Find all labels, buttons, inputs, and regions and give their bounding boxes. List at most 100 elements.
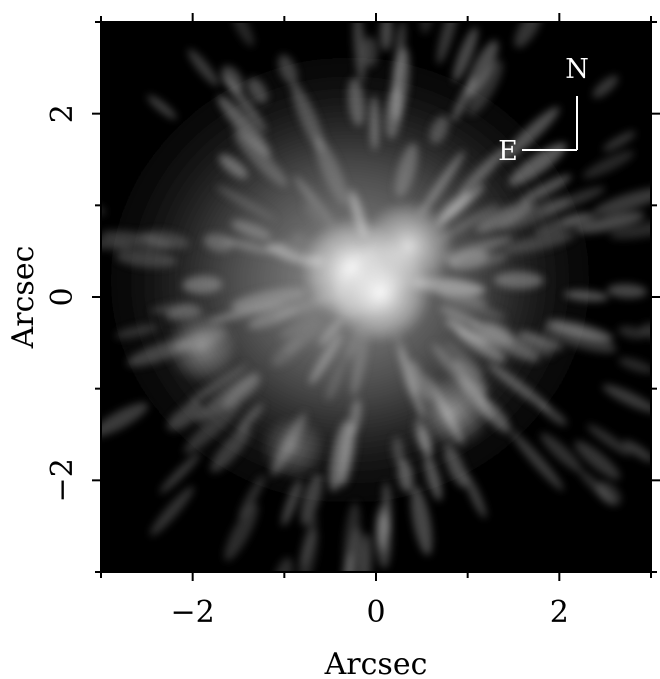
speckle-streak (187, 364, 248, 406)
x-tick-label: 2 (550, 595, 569, 630)
speckle-streak (452, 27, 478, 82)
speckle-streak (533, 212, 597, 236)
speckle-streak (587, 424, 632, 456)
speckle-streak (392, 436, 405, 466)
speckle-streak (466, 40, 499, 97)
compass-north-label: N (565, 54, 589, 85)
speckle-streak (347, 78, 365, 127)
speckle-streak (329, 420, 352, 492)
speckle-streak (602, 384, 651, 413)
speckle-streak (231, 220, 272, 240)
speckle-streak (149, 302, 195, 314)
speckle-streak (444, 444, 468, 488)
speckle-streak (510, 431, 564, 491)
speckle-streak (283, 320, 324, 354)
speckle-streak (617, 326, 647, 339)
speckle-streak (440, 306, 483, 328)
y-tick-label: −2 (45, 458, 80, 502)
speckle-streak (391, 47, 410, 122)
y-axis-label: Arcsec (6, 246, 41, 350)
speckle-streak (499, 197, 571, 231)
speckle-streak (299, 514, 318, 569)
x-axis-label: Arcsec (324, 647, 428, 679)
speckle-streak (230, 288, 308, 311)
speckle-streak (101, 235, 133, 251)
speckle-streak (238, 475, 265, 519)
speckle-streak (382, 481, 392, 536)
speckle-streak (147, 95, 177, 120)
speckle-streak (622, 440, 651, 462)
speckle-streak (142, 230, 190, 250)
speckle-streak (475, 201, 534, 233)
speckle-streak (543, 325, 617, 353)
speckle-streak (159, 452, 201, 494)
speckle-streak (593, 187, 651, 215)
speckle-streak (436, 22, 460, 65)
speckle-streak (222, 238, 274, 254)
speckle-streak (514, 22, 543, 48)
bright-speckle (362, 200, 455, 293)
compass-east-label: E (498, 136, 518, 167)
speckle-streak (362, 36, 378, 67)
speckle-streak (167, 402, 203, 431)
speckle-streak (279, 310, 323, 339)
speckle-streak (236, 403, 264, 433)
speckle-streak (273, 557, 293, 572)
speckle-streak (203, 233, 234, 252)
speckle-streak (218, 154, 248, 179)
speckle-streak (395, 143, 418, 198)
speckle-streak (441, 236, 514, 261)
speckle-streak (518, 331, 564, 350)
speckle-streak (101, 402, 149, 437)
speckle-streak (546, 319, 614, 342)
speckle-streak (424, 454, 442, 501)
speckle-streak (463, 471, 487, 518)
speckle-streak (437, 203, 500, 242)
x-tick-label: 0 (366, 595, 385, 630)
speckle-streak (221, 65, 244, 92)
speckle-streak (582, 150, 635, 179)
speckle-streak (150, 486, 194, 536)
speckle-streak (576, 212, 645, 234)
speckle-streak (592, 75, 619, 98)
speckle-streak (618, 357, 651, 374)
speckle-streak (563, 290, 609, 302)
speckle-streak (602, 131, 636, 152)
speckle-streak (369, 95, 380, 151)
compass-indicator: N E (498, 54, 589, 167)
speckle-streak (458, 146, 508, 196)
speckle-streak (607, 283, 647, 299)
speckle-streak (115, 249, 177, 268)
speckle-streak (487, 363, 551, 411)
speckle-streak (309, 333, 343, 385)
speckle-streak (441, 297, 506, 319)
speckle-streak (196, 371, 259, 422)
bright-speckle (166, 311, 238, 383)
speckle-streak (318, 317, 344, 346)
speckle-streak (314, 136, 348, 207)
speckle-streak (640, 323, 651, 341)
bright-speckle (261, 415, 326, 481)
speckle-streak (410, 486, 433, 556)
speckle-streak (230, 22, 255, 47)
speckle-streak (291, 82, 325, 153)
y-tick-label: 0 (45, 287, 80, 306)
y-tick-label: 2 (45, 104, 80, 123)
speckle-streak (351, 331, 368, 397)
speckle-streak (305, 196, 326, 220)
speckle-streak (419, 150, 465, 216)
speckle-streak (114, 324, 158, 339)
speckle-streak (397, 459, 414, 492)
speckle-streak (247, 77, 268, 104)
speckle-streak (462, 0, 489, 7)
speckle-streak (540, 433, 582, 473)
axis-tick-labels: −2 −2 0 0 2 2 (45, 104, 569, 630)
speckle-streak (300, 473, 323, 526)
image-panel (101, 0, 651, 572)
speckle-streak (435, 184, 485, 228)
speckle-streak (468, 60, 503, 116)
speckle-streak (574, 440, 621, 480)
speckle-streak (183, 401, 241, 454)
bright-speckle (416, 374, 491, 449)
speckle-streak (216, 185, 277, 222)
